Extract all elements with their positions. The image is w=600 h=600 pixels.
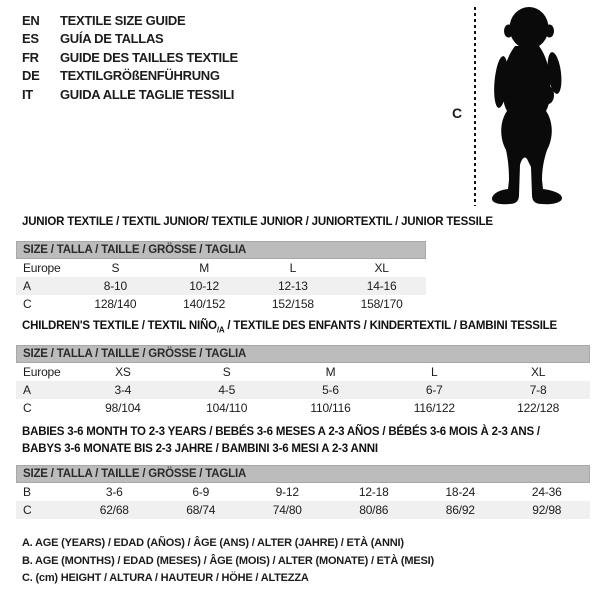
age-cell: 5-6 — [322, 383, 339, 397]
table-row-europe: Europe XS S M L XL — [16, 363, 590, 381]
language-list: EN TEXTILE SIZE GUIDE ES GUÍA DE TALLAS … — [22, 12, 238, 104]
height-dashed-line — [474, 7, 476, 206]
age-cell: 3-4 — [114, 383, 132, 397]
row-label: B — [23, 485, 31, 499]
height-cell: 86/92 — [445, 503, 475, 517]
height-cell: 158/170 — [360, 297, 403, 311]
table-row-age: A 8-10 10-12 12-13 14-16 — [16, 277, 426, 295]
toddler-silhouette-shape — [492, 7, 562, 205]
babies-table-title: BABIES 3-6 MONTH TO 2-3 YEARS / BEBÉS 3-… — [22, 424, 540, 457]
size-cell: L — [431, 365, 438, 379]
babies-title-line2: BABYS 3-6 MONATE BIS 2-3 JAHRE / BAMBINI… — [22, 442, 378, 455]
row-label: A — [23, 383, 31, 397]
size-header-bar: SIZE / TALLA / TAILLE / GRÖSSE / TAGLIA — [16, 465, 590, 483]
height-cell: 62/68 — [99, 503, 129, 517]
language-title: GUÍA DE TALLAS — [60, 31, 164, 47]
table-row-height: C 128/140 140/152 152/158 158/170 — [16, 295, 426, 313]
children-title-sub: /A — [216, 325, 225, 335]
footnote-a: A. AGE (YEARS) / EDAD (AÑOS) / ÂGE (ANS)… — [22, 537, 404, 549]
age-cell: 4-5 — [218, 383, 236, 397]
language-title: GUIDE DES TAILLES TEXTILE — [60, 49, 238, 65]
junior-size-table: SIZE / TALLA / TAILLE / GRÖSSE / TAGLIA … — [16, 241, 426, 313]
language-code: ES — [22, 31, 39, 47]
footnotes: A. AGE (YEARS) / EDAD (AÑOS) / ÂGE (ANS)… — [22, 535, 434, 588]
footnote-b: B. AGE (MONTHS) / EDAD (MESES) / ÂGE (MO… — [22, 554, 434, 567]
row-label: C — [23, 401, 32, 415]
children-title-post: / TEXTILE DES ENFANTS / KINDERTEXTIL / B… — [224, 320, 557, 332]
table-row-height: C 98/104 104/110 110/116 116/122 122/128 — [16, 399, 590, 417]
language-code: EN — [22, 13, 40, 28]
size-cell: S — [111, 261, 120, 275]
height-cell: 98/104 — [105, 401, 141, 415]
row-label: A — [23, 279, 31, 293]
size-cell: XL — [530, 365, 546, 379]
language-row: FR GUIDE DES TAILLES TEXTILE — [22, 49, 238, 67]
height-cell: 152/158 — [271, 297, 314, 311]
row-label: C — [23, 503, 32, 517]
height-cell: 122/128 — [517, 401, 560, 415]
size-cell: S — [222, 365, 231, 379]
babies-size-table: SIZE / TALLA / TAILLE / GRÖSSE / TAGLIA … — [16, 465, 590, 519]
babies-title-line1: BABIES 3-6 MONTH TO 2-3 YEARS / BEBÉS 3-… — [22, 426, 540, 438]
age-cell: 10-12 — [189, 279, 219, 293]
footnote-c: C. (cm) HEIGHT / ALTURA / HAUTEUR / HÖHE… — [22, 572, 309, 585]
table-row-age: A 3-4 4-5 5-6 6-7 7-8 — [16, 381, 590, 399]
children-table-title: CHILDREN'S TEXTILE / TEXTIL NIÑO/A / TEX… — [22, 320, 557, 334]
children-size-table: SIZE / TALLA / TAILLE / GRÖSSE / TAGLIA … — [16, 345, 590, 417]
size-cell: XL — [374, 261, 389, 275]
row-label: C — [23, 297, 32, 311]
language-title: GUIDA ALLE TAGLIE TESSILI — [60, 86, 235, 102]
height-cell: 110/116 — [310, 401, 351, 415]
language-row: EN TEXTILE SIZE GUIDE — [22, 12, 238, 30]
age-cell: 18-24 — [445, 485, 476, 499]
language-code: DE — [22, 68, 40, 84]
size-cell: M — [199, 261, 210, 275]
age-cell: 24-36 — [531, 485, 562, 499]
size-cell: L — [289, 261, 297, 275]
language-row: IT GUIDA ALLE TAGLIE TESSILI — [22, 86, 238, 104]
age-cell: 9-12 — [275, 485, 299, 499]
height-cell: 140/152 — [183, 297, 226, 311]
table-row-height: C 62/68 68/74 74/80 80/86 86/92 92/98 — [16, 501, 590, 519]
table-row-age-months: B 3-6 6-9 9-12 12-18 18-24 24-36 — [16, 483, 590, 501]
size-header-bar: SIZE / TALLA / TAILLE / GRÖSSE / TAGLIA — [16, 241, 426, 259]
height-cell: 104/110 — [206, 401, 248, 415]
height-cell: 74/80 — [272, 503, 302, 517]
height-measure-label: C — [452, 105, 463, 121]
age-cell: 8-10 — [103, 279, 127, 293]
size-cell: M — [325, 365, 336, 379]
language-code: IT — [22, 86, 33, 102]
size-header-bar: SIZE / TALLA / TAILLE / GRÖSSE / TAGLIA — [16, 345, 590, 363]
language-code: FR — [22, 49, 39, 65]
height-cell: 68/74 — [186, 503, 216, 517]
junior-table-title: JUNIOR TEXTILE / TEXTIL JUNIOR/ TEXTILE … — [22, 216, 493, 228]
height-cell: 116/122 — [413, 401, 455, 415]
toddler-silhouette-image — [492, 7, 562, 205]
language-title: TEXTILGRÖßENFÜHRUNG — [60, 68, 220, 84]
age-cell: 7-8 — [529, 383, 547, 397]
size-cell: XS — [115, 365, 131, 379]
language-row: DE TEXTILGRÖßENFÜHRUNG — [22, 67, 238, 85]
height-cell: 92/98 — [532, 503, 562, 517]
age-cell: 6-9 — [192, 485, 210, 499]
table-row-europe: Europe S M L XL — [16, 259, 426, 277]
age-cell: 14-16 — [366, 279, 397, 293]
language-row: ES GUÍA DE TALLAS — [22, 30, 238, 48]
row-label: Europe — [23, 261, 61, 275]
height-cell: 128/140 — [94, 297, 137, 311]
age-cell: 12-13 — [278, 279, 308, 293]
age-cell: 6-7 — [425, 383, 443, 397]
age-cell: 12-18 — [358, 485, 389, 499]
children-title-pre: CHILDREN'S TEXTILE / TEXTIL NIÑO — [22, 320, 217, 332]
age-cell: 3-6 — [105, 485, 123, 499]
language-title: TEXTILE SIZE GUIDE — [60, 13, 186, 28]
row-label: Europe — [23, 365, 61, 379]
height-cell: 80/86 — [359, 503, 389, 517]
